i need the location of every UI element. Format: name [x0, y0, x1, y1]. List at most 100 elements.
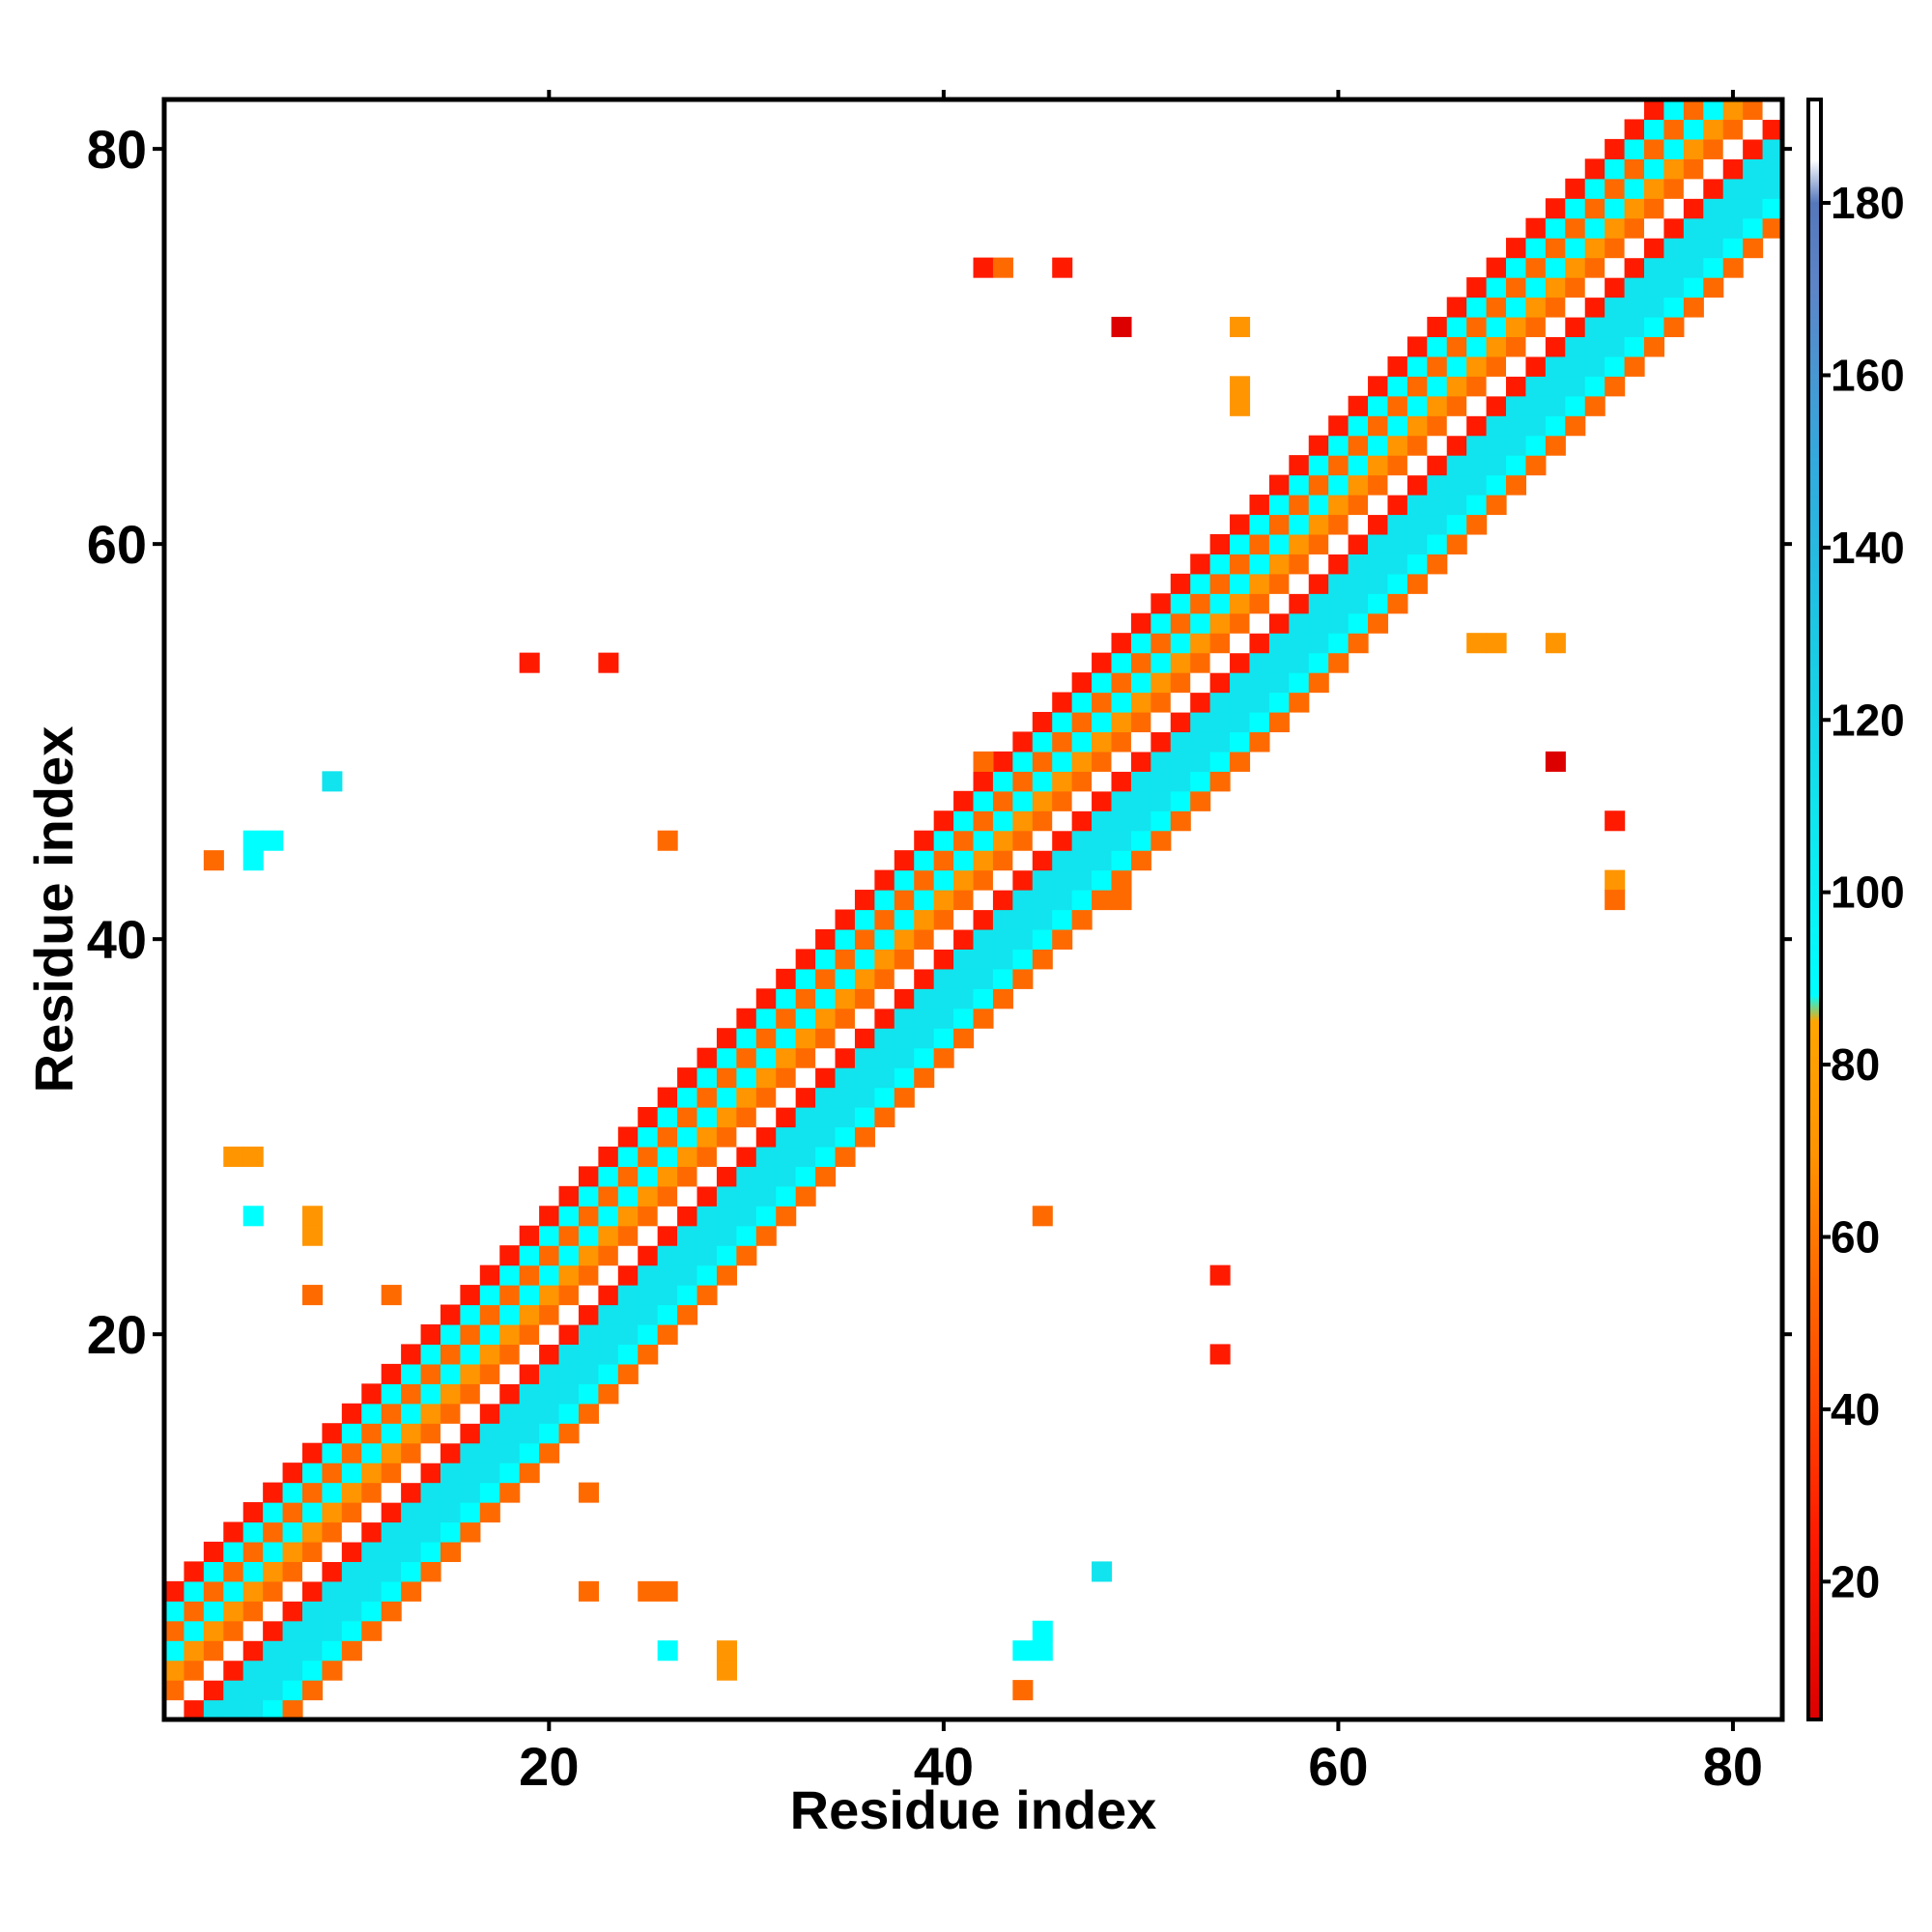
heatmap-cell [1190, 633, 1211, 654]
heatmap-cell [401, 1423, 422, 1444]
heatmap-cell [1209, 593, 1231, 614]
heatmap-cell [1328, 573, 1350, 594]
heatmap-cell [795, 1107, 816, 1128]
heatmap-cell [164, 1660, 185, 1681]
heatmap-cell [736, 1166, 757, 1187]
heatmap-cell [953, 869, 975, 891]
heatmap-cell [263, 1660, 284, 1681]
heatmap-cell [539, 1285, 560, 1306]
heatmap-cell [657, 830, 678, 851]
heatmap-cell [1308, 435, 1329, 456]
heatmap-cell [1328, 415, 1350, 437]
heatmap-cell [519, 1403, 540, 1424]
heatmap-cell [1012, 810, 1034, 832]
heatmap-cell [1348, 395, 1369, 416]
heatmap-cell [1230, 633, 1251, 654]
heatmap-cell [835, 928, 856, 950]
heatmap-cell [1052, 890, 1073, 911]
heatmap-cell [1427, 355, 1448, 377]
heatmap-cell [1486, 336, 1507, 357]
heatmap-cell [1565, 336, 1586, 357]
heatmap-cell [1466, 435, 1488, 456]
heatmap-cell [835, 968, 856, 989]
heatmap-cell [1308, 455, 1329, 476]
heatmap-cell [1525, 336, 1547, 357]
heatmap-cell [1624, 217, 1645, 239]
heatmap-cell [499, 1383, 521, 1405]
heatmap-cell [1170, 593, 1191, 614]
y-axis: 20 40 60 80 [87, 119, 164, 1365]
heatmap-cell [1308, 652, 1329, 673]
heatmap-cell [460, 1344, 481, 1365]
heatmap-cell [1406, 395, 1428, 416]
heatmap-cell [933, 850, 954, 871]
heatmap-cell [1032, 850, 1053, 871]
heatmap-cell [1565, 217, 1586, 239]
heatmap-cell [992, 790, 1013, 811]
heatmap-cell [223, 1640, 244, 1662]
heatmap-cell [1092, 711, 1113, 733]
heatmap-cell [1328, 514, 1350, 535]
heatmap-cell [1762, 119, 1783, 140]
heatmap-cell [657, 1146, 678, 1167]
heatmap-cell [736, 1245, 757, 1266]
heatmap-cell [1506, 435, 1527, 456]
right-axis-ticks [1782, 147, 1792, 1337]
heatmap-cell [854, 1087, 875, 1108]
heatmap-cell [1151, 711, 1172, 733]
heatmap-cell [776, 1008, 797, 1029]
heatmap-cell [401, 1442, 422, 1463]
heatmap-cell [381, 1285, 402, 1306]
heatmap-cell [795, 968, 816, 989]
heatmap-cell [420, 1423, 441, 1444]
heatmap-cell [460, 1423, 481, 1444]
heatmap-cell [1605, 355, 1626, 377]
heatmap-cell [1545, 435, 1566, 456]
heatmap-cell [1565, 395, 1586, 416]
heatmap-cell [1427, 554, 1448, 575]
x-axis: 20 40 60 80 [519, 1719, 1763, 1797]
heatmap-cell [992, 771, 1013, 792]
heatmap-cell [381, 1403, 402, 1424]
heatmap-cell [1230, 514, 1251, 535]
heatmap-cell [1130, 652, 1151, 673]
heatmap-cell [598, 1304, 619, 1325]
colorbar [1806, 98, 1823, 1721]
heatmap-cell [223, 1660, 244, 1681]
heatmap-cell [874, 890, 895, 911]
heatmap-cell [638, 1166, 659, 1187]
heatmap-cell [953, 968, 975, 989]
heatmap-cell [1308, 573, 1329, 594]
heatmap-cell [1092, 652, 1113, 673]
heatmap-cell [973, 968, 994, 989]
heatmap-cell [242, 1620, 264, 1641]
heatmap-cell [1151, 751, 1172, 772]
heatmap-cell [1289, 533, 1310, 554]
heatmap-cell [598, 1225, 619, 1246]
heatmap-cell [1605, 257, 1626, 278]
heatmap-cell [460, 1521, 481, 1543]
heatmap-cell [1368, 612, 1389, 634]
heatmap-cell [736, 1206, 757, 1227]
heatmap-cell [381, 1521, 402, 1543]
heatmap-cell [1032, 890, 1053, 911]
heatmap-cell [1545, 217, 1566, 239]
heatmap-cell [1230, 692, 1251, 713]
heatmap-cell [242, 1541, 264, 1562]
heatmap-cell [558, 1285, 580, 1306]
heatmap-cell [1328, 495, 1350, 516]
heatmap-cell [1170, 612, 1191, 634]
heatmap-cell [1289, 455, 1310, 476]
heatmap-cell [1209, 771, 1231, 792]
heatmap-cell [1624, 297, 1645, 318]
heatmap-cell [1170, 633, 1191, 654]
heatmap-cell [1466, 395, 1488, 416]
heatmap-cell [301, 1561, 324, 1582]
heatmap-cell [1663, 158, 1685, 180]
heatmap-cells [164, 99, 1783, 1720]
heatmap-cell [322, 1541, 343, 1562]
heatmap-cell [519, 1304, 540, 1325]
heatmap-cell [539, 1206, 560, 1227]
heatmap-cell [1190, 771, 1211, 792]
heatmap-cell [1328, 612, 1350, 634]
